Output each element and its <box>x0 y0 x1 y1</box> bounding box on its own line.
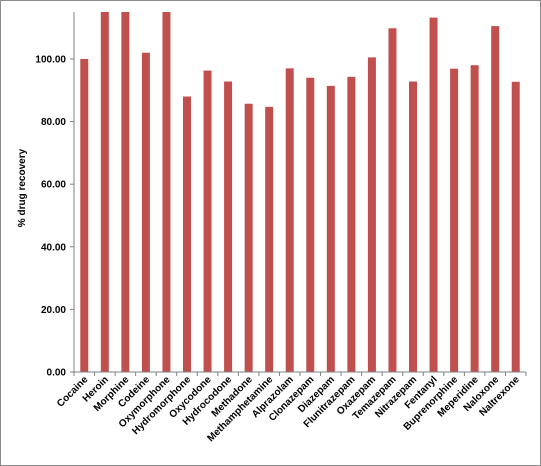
bar-oxazepam <box>367 57 376 373</box>
bar-hydrocodone <box>224 81 233 372</box>
y-tick-label: 20.00 <box>41 305 66 316</box>
bar-cocaine <box>80 58 89 373</box>
bar-naloxone <box>491 26 500 373</box>
y-tick-label: 60.00 <box>41 180 66 191</box>
bar-morphine <box>121 12 130 372</box>
y-tick-label: 0.00 <box>47 368 67 379</box>
bar-alprazolam <box>285 68 294 372</box>
bar-temazepam <box>388 28 397 373</box>
bar-oxycodone <box>203 70 212 373</box>
bar-clonazepam <box>306 77 315 372</box>
x-axis-labels: CocaineHeroinMorphineCodeineOxymorphoneH… <box>55 374 522 444</box>
bar-meperidine <box>470 65 479 372</box>
bar-heroin <box>100 12 109 372</box>
y-axis-title: % drug recovery <box>17 148 28 227</box>
bar-codeine <box>141 52 150 373</box>
bar-methamphetamine <box>265 106 274 372</box>
bar-methadone <box>244 103 253 372</box>
bar-nitrazepam <box>409 81 417 372</box>
bar-buprenorphine <box>450 68 459 373</box>
bar-naltrexone <box>511 81 520 373</box>
y-tick-label: 100.00 <box>35 54 66 65</box>
y-axis-ticks: 0.00 20.00 40.00 60.00 80.00 100.00 <box>35 54 74 379</box>
bars <box>73 12 527 376</box>
bar-hydromorphone <box>183 96 191 373</box>
bar-flunitrazepam <box>347 76 356 373</box>
y-tick-label: 40.00 <box>41 242 66 253</box>
y-tick-label: 80.00 <box>41 117 66 128</box>
bar-fentanyl <box>429 17 438 372</box>
bar-diazepam <box>326 85 335 372</box>
bar-oxymorphone <box>162 12 171 372</box>
